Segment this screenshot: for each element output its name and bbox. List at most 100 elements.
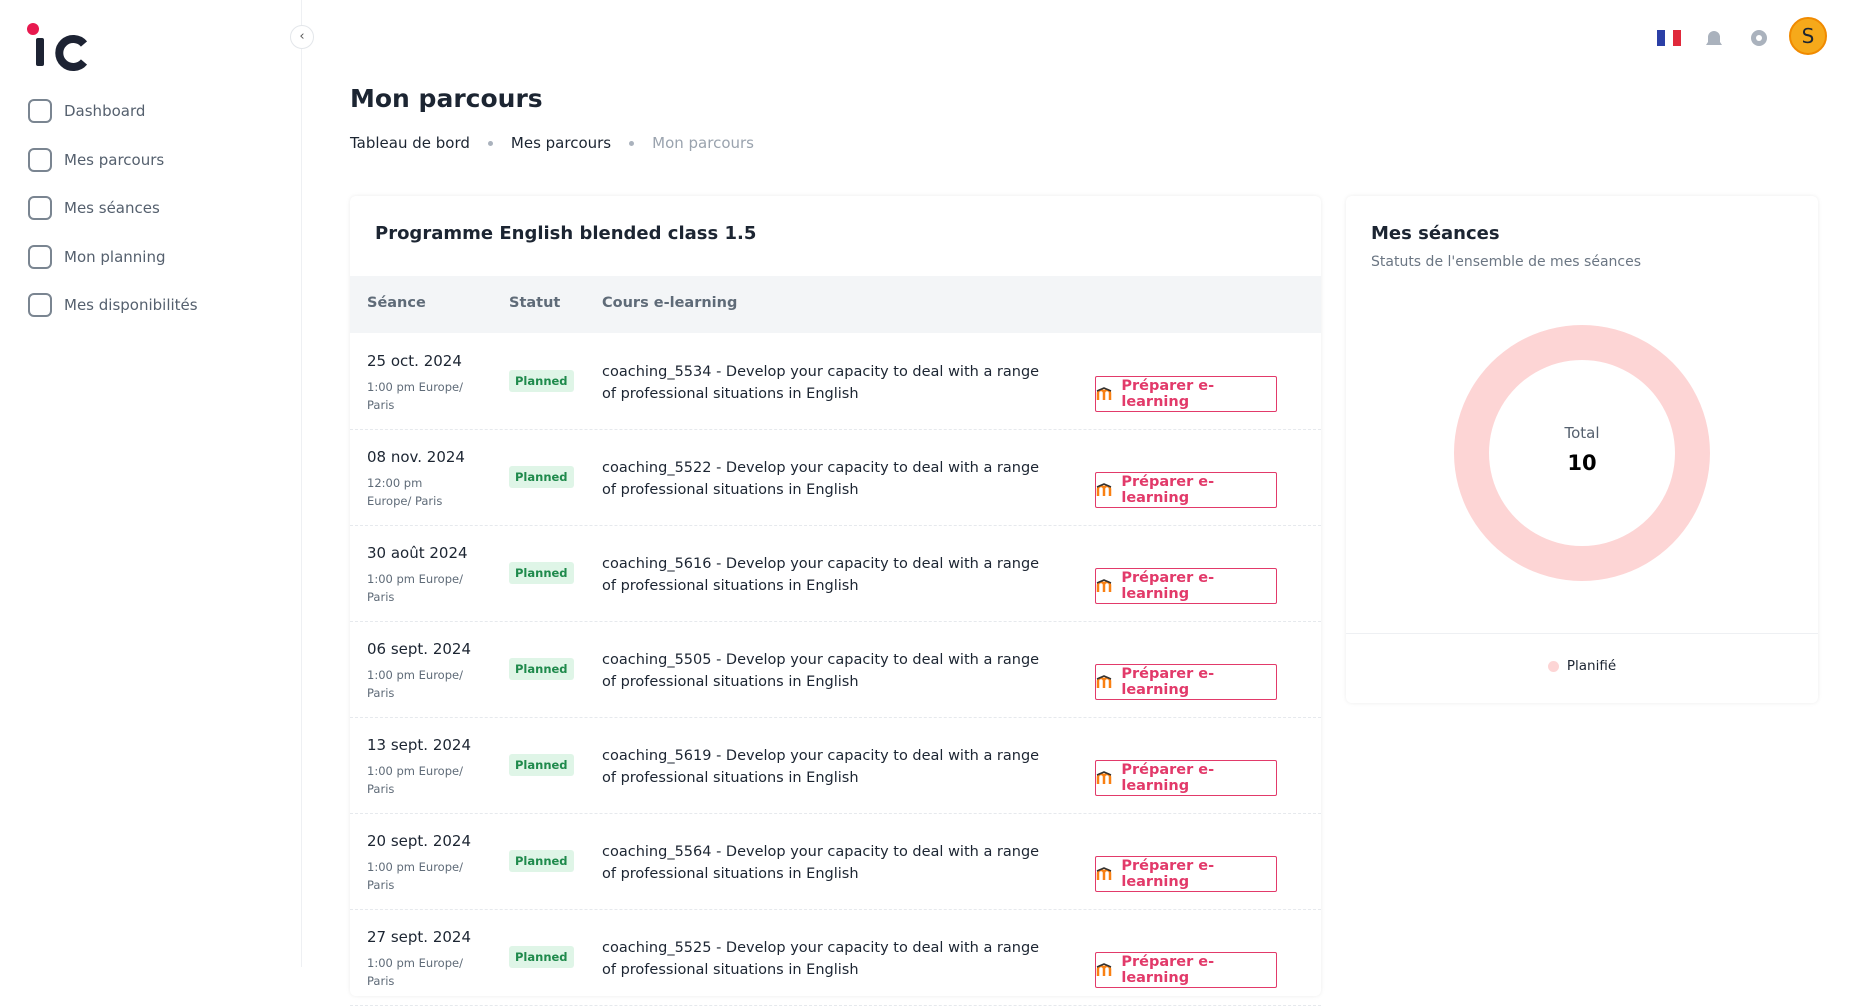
status-badge: Planned: [509, 754, 574, 776]
nav-label: Mes disponibilités: [64, 296, 198, 314]
session-time: 1:00 pm Europe/ Paris: [367, 860, 463, 892]
moodle-icon: [1096, 579, 1112, 592]
table-header: Séance Statut Cours e-learning: [350, 276, 1321, 333]
session-time: 1:00 pm Europe/ Paris: [367, 572, 463, 604]
legend-swatch: [1547, 660, 1559, 672]
session-date: 13 sept. 2024: [367, 736, 472, 754]
page-title: Mon parcours: [350, 84, 543, 113]
flag[interactable]: [1657, 30, 1665, 46]
moodle-icon: [1096, 771, 1112, 784]
session-time: 1:00 pm Europe/ Paris: [367, 380, 463, 412]
prepare-button[interactable]: Préparer e-learning: [1095, 472, 1277, 508]
legend: Planifié: [1346, 658, 1818, 674]
course-name: coaching_5534 - Develop your capacity to…: [602, 364, 1040, 402]
course-name: coaching_5616 - Develop your capacity to…: [602, 556, 1040, 594]
table-row: 20 sept. 2024 1:00 pm Europe/ Paris Planne…: [350, 814, 1321, 910]
moodle-icon: [1096, 963, 1112, 976]
sidebar: Dashboard Mes parcours Mes séances Mon plan…: [0, 0, 302, 967]
topbar-icons: [1657, 30, 1767, 46]
moodle-icon: [1096, 675, 1112, 688]
button-label: Préparer e-learning: [1121, 378, 1215, 410]
prepare-button[interactable]: Préparer e-learning: [1095, 760, 1277, 796]
prepare-button[interactable]: Préparer e-learning: [1095, 952, 1277, 988]
button-label: Préparer e-learning: [1121, 570, 1215, 602]
session-date: 27 sept. 2024: [367, 928, 472, 946]
nav-label: Mon planning: [64, 247, 166, 266]
nav-icon: [28, 99, 52, 123]
course-name: coaching_5505 - Develop your capacity to…: [602, 652, 1040, 690]
total-label: Total: [1563, 424, 1599, 442]
status-badge: Planned: [509, 466, 574, 488]
breadcrumbs: Tableau de bord Mes parcours Mon parcours: [350, 134, 754, 152]
prepare-button[interactable]: Préparer e-learning: [1095, 376, 1277, 412]
nav-icon: [28, 147, 52, 172]
column-header: Statut: [509, 295, 561, 311]
table-title: Programme English blended class 1.5: [375, 223, 757, 244]
nav-icon: [28, 196, 52, 220]
status-badge: Planned: [509, 658, 574, 680]
nav-item[interactable]: Dashboard: [28, 99, 145, 123]
avatar[interactable]: S: [1789, 17, 1827, 55]
collapse-button[interactable]: ‹: [290, 25, 314, 49]
nav-label: Mes séances: [64, 199, 160, 217]
session-date: 20 sept. 2024: [367, 832, 472, 850]
table-row: 27 sept. 2024 1:00 pm Europe/ Paris Planne…: [350, 910, 1321, 1006]
moodle-icon: [1096, 483, 1112, 496]
session-date: 08 nov. 2024: [367, 448, 465, 466]
nav-item[interactable]: Mes disponibilités: [28, 293, 198, 317]
course-name: coaching_5522 - Develop your capacity to…: [602, 460, 1040, 498]
breadcrumb: Mon parcours: [652, 134, 754, 152]
session-date: 30 août 2024: [367, 544, 468, 562]
card-subtitle: Statuts de l'ensemble de mes séances: [1371, 254, 1642, 270]
button-label: Préparer e-learning: [1121, 954, 1215, 986]
session-time: 1:00 pm Europe/ Paris: [367, 764, 463, 796]
nav-label: Dashboard: [64, 102, 146, 120]
logo: [27, 23, 88, 71]
session-date: 06 sept. 2024: [367, 640, 472, 658]
breadcrumb[interactable]: Mes parcours: [510, 134, 612, 152]
nav-icon: [28, 244, 52, 269]
nav-item[interactable]: Mon planning: [28, 244, 166, 269]
column-header: Cours e-learning: [602, 295, 738, 311]
table-row: 30 août 2024 1:00 pm Europe/ Paris Planned…: [350, 526, 1321, 622]
total-value: 10: [1567, 451, 1596, 475]
status-badge: Planned: [509, 946, 574, 968]
card-title: Mes séances: [1371, 223, 1500, 244]
prepare-button[interactable]: Préparer e-learning: [1095, 664, 1277, 700]
nav-icon: [28, 293, 52, 317]
session-time: 12:00 pm Europe/ Paris: [367, 476, 443, 508]
session-date: 25 oct. 2024: [367, 352, 462, 370]
course-name: coaching_5564 - Develop your capacity to…: [602, 844, 1040, 882]
breadcrumb[interactable]: Tableau de bord: [350, 134, 470, 152]
button-label: Préparer e-learning: [1121, 762, 1215, 794]
legend-label: Planifié: [1566, 658, 1617, 674]
column-header: Séance: [367, 295, 426, 311]
course-name: coaching_5525 - Develop your capacity to…: [602, 940, 1040, 978]
button-label: Préparer e-learning: [1121, 858, 1215, 890]
table-row: 25 oct. 2024 1:00 pm Europe/ Paris Planned…: [350, 334, 1321, 430]
sessions-card: Mes séances Statuts de l'ensemble de mes…: [1346, 196, 1818, 703]
prepare-button[interactable]: Préparer e-learning: [1095, 568, 1277, 604]
button-label: Préparer e-learning: [1121, 666, 1215, 698]
status-badge: Planned: [509, 370, 574, 392]
course-name: coaching_5619 - Develop your capacity to…: [602, 748, 1040, 786]
nav-item[interactable]: Mes séances: [28, 196, 160, 220]
nav-label: Mes parcours: [64, 150, 165, 169]
notifications[interactable]: [1706, 31, 1722, 45]
separator: [629, 140, 635, 146]
nav-item[interactable]: Mes parcours: [28, 147, 165, 172]
legend-item: Planifié: [1547, 658, 1617, 674]
moodle-icon: [1096, 867, 1112, 880]
table-row: 13 sept. 2024 1:00 pm Europe/ Paris Planne…: [350, 718, 1321, 814]
session-time: 1:00 pm Europe/ Paris: [367, 668, 463, 700]
separator: [487, 140, 493, 146]
prepare-button[interactable]: Préparer e-learning: [1095, 856, 1277, 892]
table-card: Programme English blended class 1.5 Séan…: [350, 196, 1321, 1006]
table-row: 08 nov. 2024 12:00 pm Europe/ Paris Planne…: [350, 430, 1321, 526]
donut-chart: Total 10: [1453, 325, 1710, 581]
button-label: Préparer e-learning: [1121, 474, 1215, 506]
moodle-icon: [1096, 387, 1112, 400]
table-row: 06 sept. 2024 1:00 pm Europe/ Paris Planne…: [350, 622, 1321, 718]
